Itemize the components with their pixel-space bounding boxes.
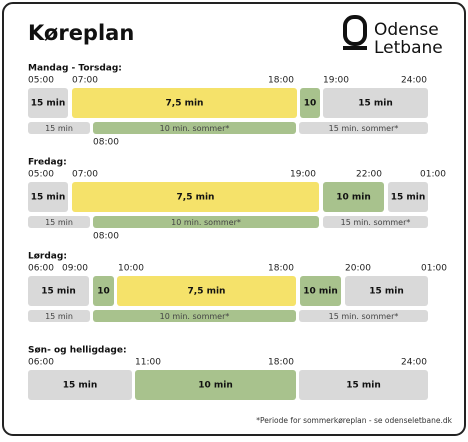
summer-label: 10 min. sommer* <box>160 124 230 133</box>
interval-block <box>28 370 132 400</box>
summer-label: 15 min <box>45 218 73 227</box>
interval-block <box>299 370 428 400</box>
section-label: Mandag - Torsdag: <box>28 64 122 74</box>
time-label: 01:00 <box>420 170 446 180</box>
interval-block <box>93 276 114 306</box>
interval-block <box>345 276 428 306</box>
interval-block <box>323 182 384 212</box>
time-label: 06:00 <box>28 358 54 368</box>
interval-label: 7,5 min <box>188 287 226 297</box>
time-label: 08:00 <box>93 138 119 148</box>
time-label: 19:00 <box>290 170 316 180</box>
time-label: 07:00 <box>72 170 98 180</box>
time-label: 24:00 <box>401 76 427 86</box>
summer-block <box>299 310 428 322</box>
time-label: 08:00 <box>93 232 119 242</box>
time-label: 24:00 <box>401 358 427 368</box>
interval-label: 7,5 min <box>177 193 215 203</box>
interval-label: 15 min <box>63 381 98 391</box>
summer-block <box>28 216 90 228</box>
interval-label: 10 <box>97 287 110 297</box>
interval-label: 15 min <box>369 287 404 297</box>
interval-label: 10 min <box>303 287 338 297</box>
interval-label: 10 min <box>198 381 233 391</box>
time-label: 05:00 <box>28 76 54 86</box>
time-label: 06:00 <box>28 264 54 274</box>
logo-text: Odense <box>374 20 439 40</box>
interval-label: 15 min <box>41 287 76 297</box>
summer-block <box>93 216 319 228</box>
summer-label: 15 min. sommer* <box>341 218 411 227</box>
interval-block <box>117 276 296 306</box>
summer-label: 10 min. sommer* <box>160 312 230 321</box>
interval-label: 15 min <box>391 193 426 203</box>
time-label: 07:00 <box>72 76 98 86</box>
time-label: 01:00 <box>421 264 447 274</box>
interval-block <box>28 182 68 212</box>
interval-label: 7,5 min <box>166 99 204 109</box>
summer-label: 15 min. sommer* <box>329 124 399 133</box>
interval-label: 10 <box>304 99 317 109</box>
title: Køreplan <box>28 21 134 45</box>
interval-block <box>72 182 319 212</box>
summer-label: 10 min. sommer* <box>171 218 241 227</box>
section-label: Søn- og helligdage: <box>28 346 127 356</box>
summer-block <box>323 216 428 228</box>
time-label: 22:00 <box>356 170 382 180</box>
summer-label: 15 min <box>45 124 73 133</box>
interval-block <box>300 88 320 118</box>
interval-block <box>135 370 296 400</box>
summer-block <box>28 122 90 134</box>
time-label: 18:00 <box>268 76 294 86</box>
summer-label: 15 min. sommer* <box>329 312 399 321</box>
interval-block <box>28 88 68 118</box>
interval-label: 15 min <box>358 99 393 109</box>
summer-block <box>299 122 428 134</box>
summer-block <box>28 310 90 322</box>
interval-label: 15 min <box>31 193 66 203</box>
interval-block <box>300 276 341 306</box>
time-label: 20:00 <box>345 264 371 274</box>
section-label: Lørdag: <box>28 252 67 262</box>
interval-block <box>388 182 428 212</box>
interval-block <box>72 88 297 118</box>
time-label: 19:00 <box>323 76 349 86</box>
time-label: 09:00 <box>62 264 88 274</box>
summer-block <box>93 122 296 134</box>
logo-text: Letbane <box>374 38 443 58</box>
interval-label: 15 min <box>31 99 66 109</box>
time-label: 18:00 <box>268 358 294 368</box>
logo: Odense Letbane <box>343 15 443 58</box>
section-label: Fredag: <box>28 158 67 168</box>
interval-label: 10 min <box>336 193 371 203</box>
footnote: *Periode for sommerkøreplan - se odensel… <box>256 416 452 425</box>
time-label: 10:00 <box>118 264 144 274</box>
time-label: 05:00 <box>28 170 54 180</box>
interval-block <box>28 276 89 306</box>
interval-block <box>323 88 428 118</box>
logo-symbol <box>343 15 367 46</box>
summer-label: 15 min <box>45 312 73 321</box>
logo-bar <box>343 46 367 50</box>
time-label: 18:00 <box>268 264 294 274</box>
interval-label: 15 min <box>346 381 381 391</box>
time-label: 11:00 <box>135 358 161 368</box>
summer-block <box>93 310 296 322</box>
